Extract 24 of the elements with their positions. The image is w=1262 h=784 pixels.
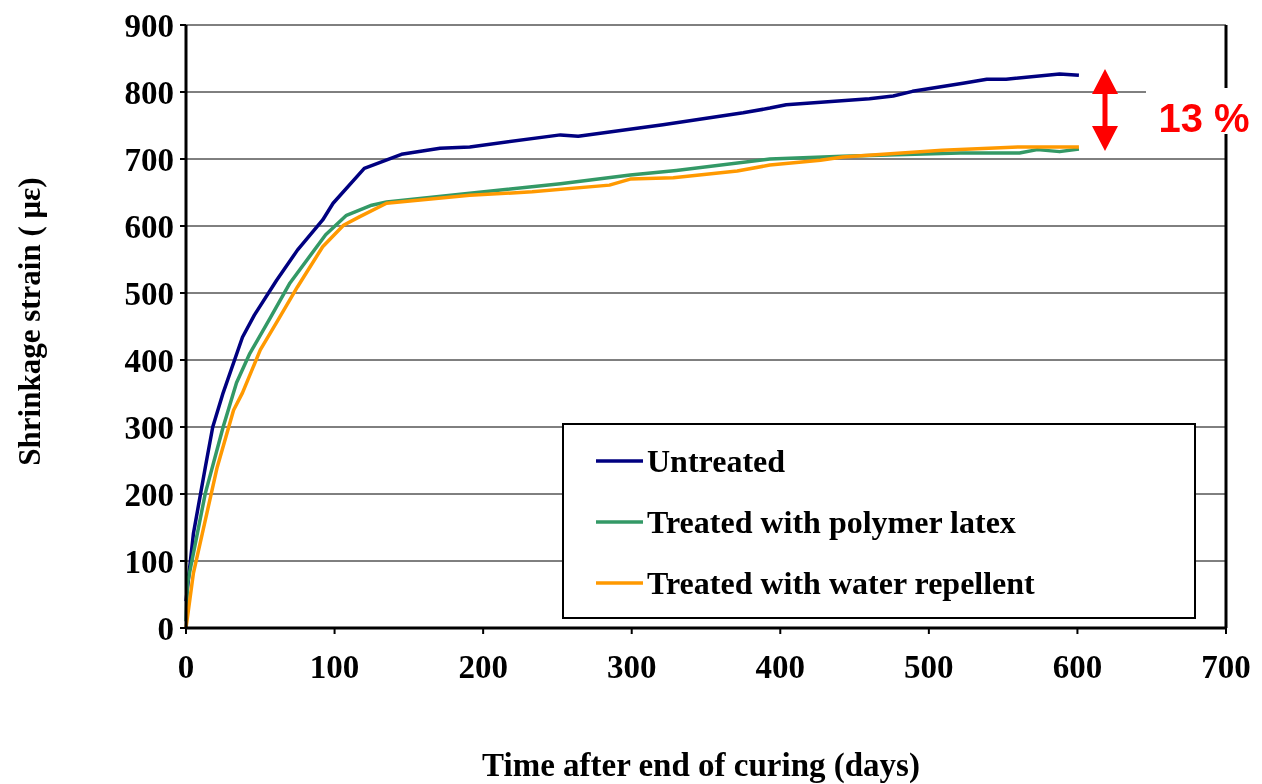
x-tick-label: 400 bbox=[755, 649, 806, 685]
x-tick-label: 500 bbox=[904, 649, 954, 685]
y-tick-label: 300 bbox=[124, 409, 174, 446]
y-tick-label: 900 bbox=[124, 7, 174, 44]
x-tick-label: 700 bbox=[1201, 649, 1251, 685]
x-tick-label: 200 bbox=[458, 649, 508, 685]
x-tick-label: 600 bbox=[1052, 649, 1103, 685]
y-tick-label: 800 bbox=[124, 74, 174, 111]
y-tick-label: 500 bbox=[124, 275, 174, 312]
line-series bbox=[184, 72, 1081, 603]
x-axis-title: Time after end of curing (days) bbox=[482, 747, 920, 784]
y-tick-label: 600 bbox=[124, 208, 174, 245]
y-tick-label: 400 bbox=[124, 342, 174, 379]
y-tick-label: 700 bbox=[124, 141, 174, 178]
legend-label: Untreated bbox=[647, 443, 786, 480]
y-axis-title: Shrinkage strain ( με) bbox=[12, 177, 47, 466]
legend-label: Treated with polymer latex bbox=[647, 504, 1016, 541]
x-tick-label: 300 bbox=[606, 649, 657, 685]
y-tick-label: 100 bbox=[124, 543, 174, 580]
x-tick-label: 100 bbox=[309, 649, 360, 685]
y-tick-label: 200 bbox=[124, 476, 174, 513]
y-tick-label: 0 bbox=[157, 610, 174, 647]
legend-label: Treated with water repellent bbox=[647, 565, 1036, 602]
annotation: 13 % bbox=[1158, 96, 1250, 140]
